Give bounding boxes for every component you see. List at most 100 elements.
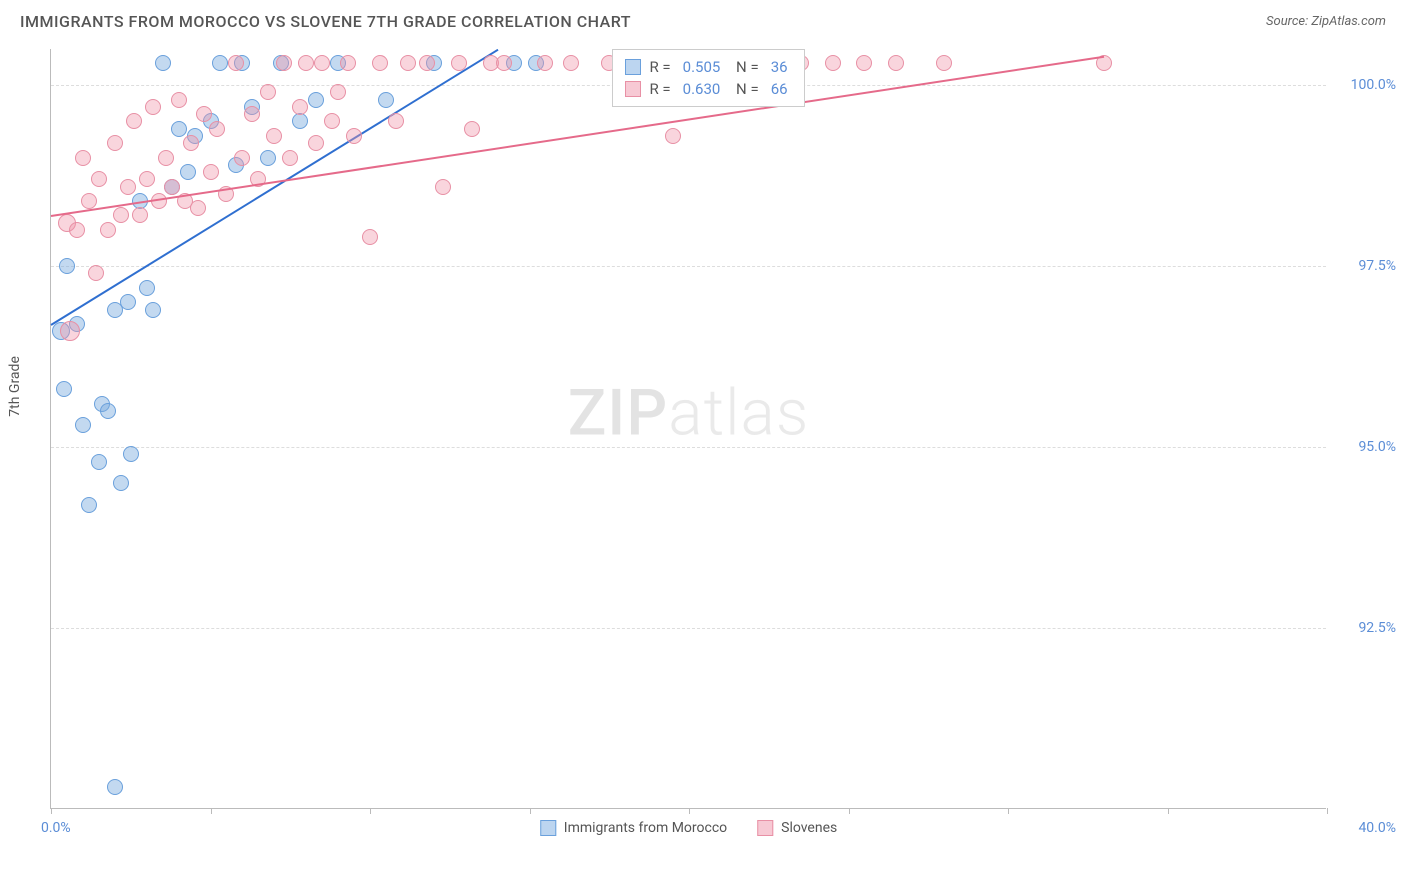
- y-axis-title: 7th Grade: [7, 356, 23, 417]
- scatter-point: [308, 92, 324, 108]
- series-legend-label: Slovenes: [781, 820, 837, 836]
- legend-swatch: [757, 820, 773, 836]
- scatter-point: [537, 55, 553, 71]
- legend-swatch: [540, 820, 556, 836]
- stats-legend-row: R =0.630 N =66: [625, 78, 791, 100]
- scatter-point: [123, 446, 139, 462]
- stats-legend-row: R = 0.505 N = 36: [625, 56, 791, 78]
- scatter-point: [308, 135, 324, 151]
- scatter-point: [164, 179, 180, 195]
- legend-r-label: R =: [649, 58, 670, 76]
- x-tick: [849, 808, 850, 814]
- watermark-zip: ZIP: [568, 376, 669, 451]
- legend-r-value: 0.630: [683, 80, 721, 98]
- y-tick-label: 92.5%: [1358, 620, 1396, 636]
- scatter-point: [120, 179, 136, 195]
- scatter-point: [936, 55, 952, 71]
- scatter-point: [139, 280, 155, 296]
- scatter-point: [260, 150, 276, 166]
- scatter-point: [888, 55, 904, 71]
- legend-n-value: 66: [771, 80, 788, 98]
- scatter-point: [113, 207, 129, 223]
- scatter-point: [81, 193, 97, 209]
- scatter-point: [400, 55, 416, 71]
- scatter-point: [330, 84, 346, 100]
- scatter-point: [464, 121, 480, 137]
- legend-swatch: [625, 59, 641, 75]
- scatter-point: [244, 106, 260, 122]
- scatter-point: [212, 55, 228, 71]
- scatter-point: [203, 164, 219, 180]
- stats-legend: R = 0.505 N = 36 R =0.630 N =66: [612, 49, 804, 107]
- scatter-point: [856, 55, 872, 71]
- series-legend-item: Slovenes: [757, 820, 837, 836]
- plot-area: ZIPatlas 100.0%97.5%95.0%92.5%0.0%40.0%R…: [50, 49, 1326, 809]
- scatter-point: [419, 55, 435, 71]
- scatter-point: [266, 128, 282, 144]
- x-tick: [689, 808, 690, 814]
- scatter-point: [276, 55, 292, 71]
- x-tick-label-start: 0.0%: [41, 820, 71, 836]
- scatter-point: [126, 113, 142, 129]
- x-tick: [1327, 808, 1328, 814]
- scatter-point: [100, 222, 116, 238]
- scatter-point: [378, 92, 394, 108]
- scatter-point: [298, 55, 314, 71]
- x-tick: [1008, 808, 1009, 814]
- scatter-point: [388, 113, 404, 129]
- scatter-point: [113, 475, 129, 491]
- chart-header: IMMIGRANTS FROM MOROCCO VS SLOVENE 7TH G…: [0, 0, 1406, 39]
- grid-line: [51, 628, 1326, 629]
- scatter-point: [496, 55, 512, 71]
- scatter-point: [314, 55, 330, 71]
- chart-container: 7th Grade ZIPatlas 100.0%97.5%95.0%92.5%…: [50, 49, 1326, 829]
- scatter-point: [81, 497, 97, 513]
- scatter-point: [362, 229, 378, 245]
- series-legend-item: Immigrants from Morocco: [540, 820, 727, 836]
- series-legend: Immigrants from Morocco Slovenes: [540, 820, 837, 836]
- scatter-point: [100, 403, 116, 419]
- scatter-point: [228, 55, 244, 71]
- x-tick: [1168, 808, 1169, 814]
- scatter-point: [180, 164, 196, 180]
- scatter-point: [282, 150, 298, 166]
- x-tick: [370, 808, 371, 814]
- legend-n-label: N =: [732, 58, 758, 76]
- scatter-point: [171, 92, 187, 108]
- scatter-point: [107, 779, 123, 795]
- scatter-point: [91, 454, 107, 470]
- legend-r-value: 0.505: [683, 58, 721, 76]
- grid-line: [51, 447, 1326, 448]
- scatter-point: [132, 207, 148, 223]
- scatter-point: [825, 55, 841, 71]
- scatter-point: [75, 150, 91, 166]
- y-tick-label: 100.0%: [1351, 77, 1396, 93]
- watermark-atlas: atlas: [668, 376, 809, 451]
- scatter-point: [91, 171, 107, 187]
- scatter-point: [88, 265, 104, 281]
- scatter-point: [190, 200, 206, 216]
- watermark: ZIPatlas: [568, 376, 810, 451]
- scatter-point: [372, 55, 388, 71]
- scatter-point: [292, 99, 308, 115]
- scatter-point: [346, 128, 362, 144]
- x-tick: [211, 808, 212, 814]
- x-tick: [530, 808, 531, 814]
- scatter-point: [69, 222, 85, 238]
- scatter-point: [107, 135, 123, 151]
- scatter-point: [171, 121, 187, 137]
- scatter-point: [340, 55, 356, 71]
- series-legend-label: Immigrants from Morocco: [564, 820, 727, 836]
- chart-title: IMMIGRANTS FROM MOROCCO VS SLOVENE 7TH G…: [20, 12, 631, 31]
- scatter-point: [209, 121, 225, 137]
- scatter-point: [139, 171, 155, 187]
- scatter-point: [145, 302, 161, 318]
- scatter-point: [155, 55, 171, 71]
- y-tick-label: 95.0%: [1358, 439, 1396, 455]
- scatter-point: [196, 106, 212, 122]
- legend-n-value: 36: [771, 58, 788, 76]
- scatter-point: [260, 84, 276, 100]
- scatter-point: [435, 179, 451, 195]
- legend-swatch: [625, 81, 641, 97]
- trend-line: [51, 56, 1104, 217]
